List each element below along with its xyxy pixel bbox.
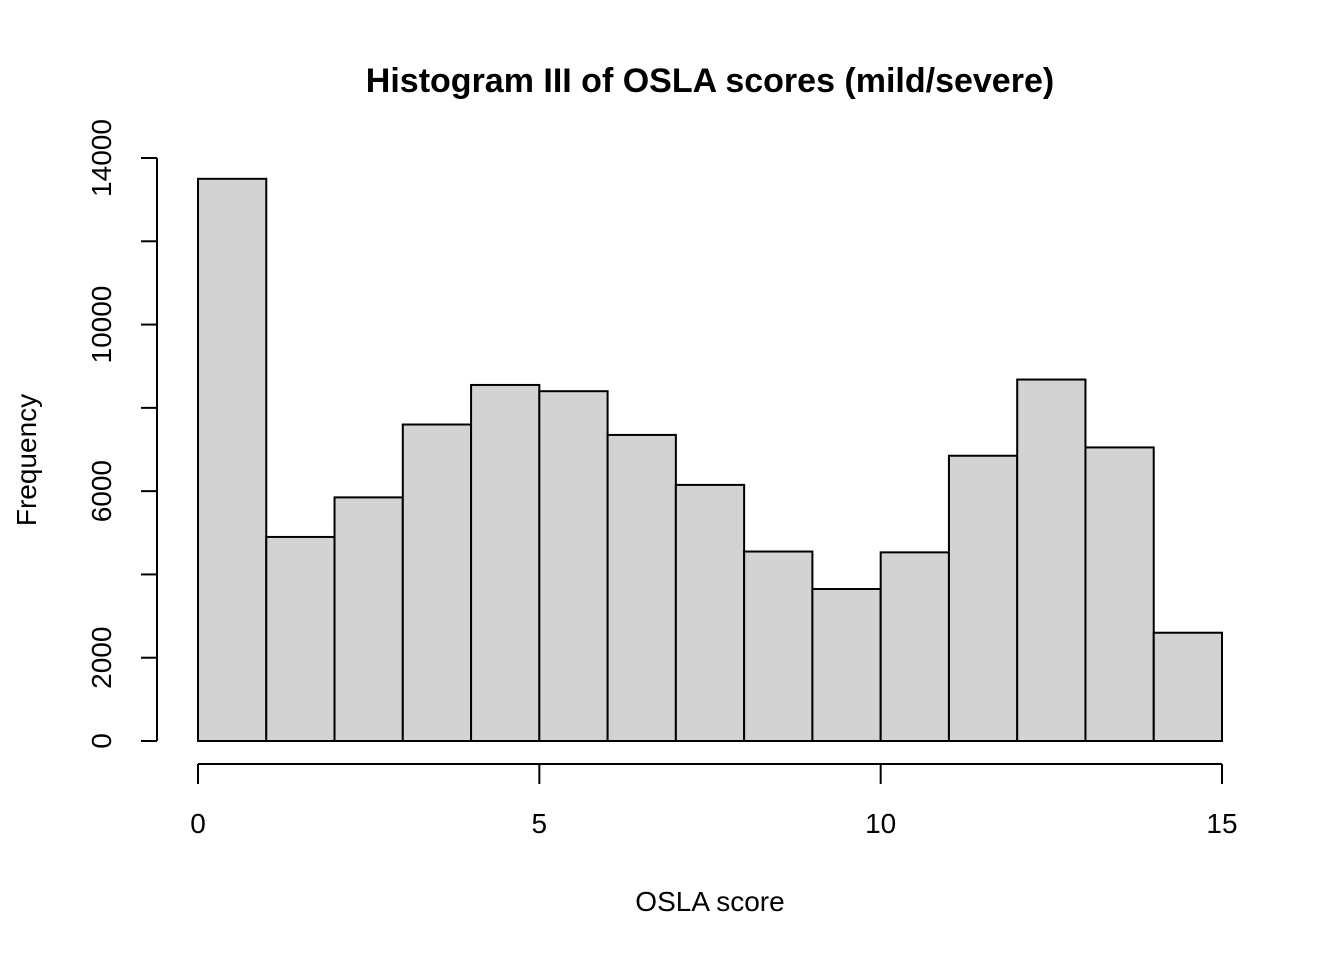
histogram-bar [1016,378,1087,742]
y-axis-label: Frequency [11,394,42,526]
histogram-bar [333,496,404,742]
x-tick-label: 5 [532,808,548,839]
y-axis: 0 2000 6000 10000 14000 [86,119,158,749]
x-tick-label: 0 [190,808,206,839]
histogram-bar [743,550,814,743]
histogram-bar [470,383,541,742]
histogram-bar [197,177,268,743]
histogram-bar [674,483,746,742]
x-tick-label: 10 [865,808,896,839]
histogram-bar [879,551,950,742]
y-tick-label: 6000 [86,460,117,522]
y-tick-label: 2000 [86,627,117,689]
bars-group [197,177,1223,743]
histogram-bar [1084,446,1155,742]
histogram-bar [811,588,882,743]
histogram-bar [538,390,609,742]
x-axis: 0 5 10 15 [190,763,1238,839]
y-tick-label: 10000 [86,286,117,364]
y-tick-label: 14000 [86,119,117,197]
histogram-bar [1152,631,1223,743]
x-axis-label: OSLA score [635,886,784,917]
histogram-bar [606,433,677,742]
chart-title: Histogram III of OSLA scores (mild/sever… [366,62,1054,100]
y-tick-label: 0 [86,733,117,749]
histogram-bar [947,454,1019,742]
x-tick-label: 15 [1206,808,1237,839]
histogram-bar [401,423,473,742]
histogram-bar [265,535,336,743]
